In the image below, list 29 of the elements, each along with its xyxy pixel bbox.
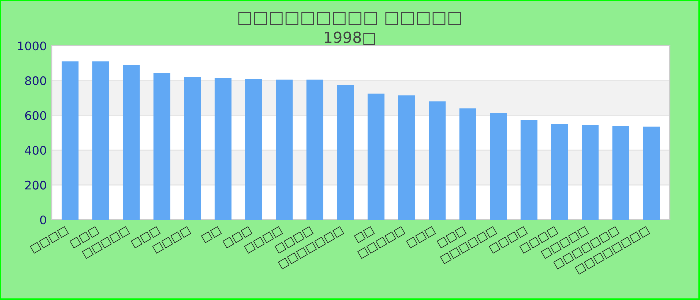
bar [368,94,385,220]
bar [460,108,476,220]
bar [612,126,630,220]
y-tick-label: 0 [40,216,46,225]
y-tick-label: 400 [25,146,46,156]
bar [123,65,140,220]
x-tick-label: □□ [201,226,222,244]
bar [429,102,446,220]
bar [276,80,293,220]
bar [337,85,354,220]
bar [154,72,171,220]
chart-title: □□□□□□□□□ □□□□□ [238,12,462,26]
bar [306,80,324,220]
bar [246,79,262,220]
bar [551,124,568,220]
y-tick-label: 1000 [18,42,46,51]
bar [520,120,538,220]
bar [490,112,508,220]
y-tick-label: 200 [25,180,46,190]
bar [62,62,79,220]
bar [643,126,660,220]
bar [214,78,232,220]
bar [92,62,110,220]
chart-subtitle: 1998□ [325,32,376,45]
y-tick-label: 800 [25,76,46,86]
bar [184,77,202,220]
bar [398,96,416,220]
bar [582,125,599,220]
y-tick-label: 600 [25,111,46,120]
